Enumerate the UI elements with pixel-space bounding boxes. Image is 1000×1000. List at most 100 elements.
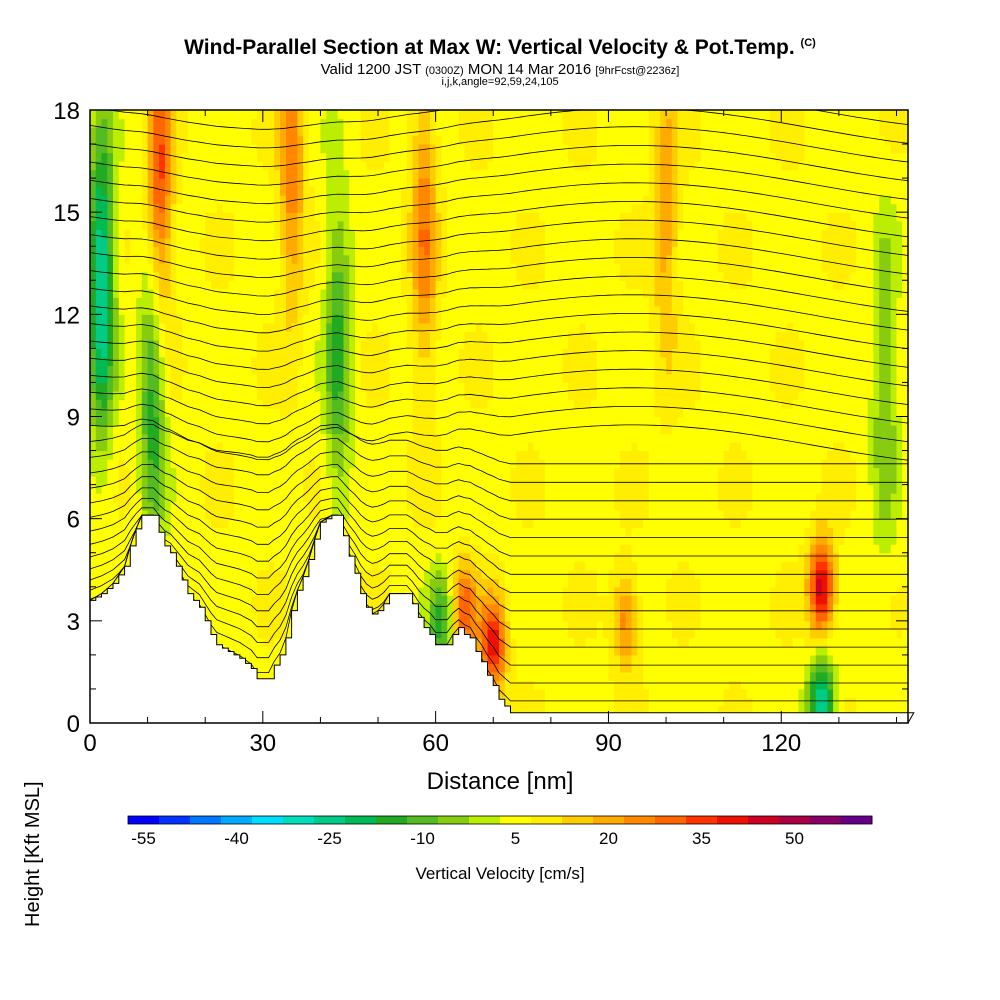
velocity-cell bbox=[193, 518, 201, 528]
velocity-cell bbox=[274, 476, 281, 486]
velocity-cell bbox=[205, 518, 212, 528]
velocity-cell bbox=[441, 127, 448, 137]
velocity-cell bbox=[441, 118, 448, 128]
velocity-cell bbox=[441, 237, 448, 247]
velocity-cell bbox=[297, 408, 304, 418]
velocity-cell bbox=[395, 569, 402, 579]
velocity-cell bbox=[153, 382, 160, 392]
velocity-cell bbox=[211, 212, 218, 222]
velocity-cell bbox=[366, 220, 373, 230]
velocity-cell bbox=[228, 314, 235, 324]
velocity-cell bbox=[476, 220, 483, 230]
velocity-cell bbox=[118, 408, 126, 418]
velocity-cell bbox=[470, 169, 477, 179]
velocity-cell bbox=[372, 314, 379, 324]
velocity-cell bbox=[274, 127, 281, 137]
velocity-cell bbox=[159, 186, 166, 196]
velocity-cell bbox=[268, 518, 275, 528]
velocity-cell bbox=[205, 135, 212, 145]
velocity-cell bbox=[95, 220, 103, 230]
velocity-cell bbox=[113, 322, 120, 332]
velocity-cell bbox=[239, 578, 247, 588]
velocity-cell bbox=[343, 271, 350, 281]
velocity-cell bbox=[285, 237, 293, 247]
velocity-cell bbox=[476, 612, 483, 622]
velocity-cell bbox=[406, 297, 414, 307]
velocity-cell bbox=[481, 382, 489, 392]
velocity-cell bbox=[297, 314, 304, 324]
velocity-cell bbox=[349, 220, 356, 230]
velocity-cell bbox=[435, 322, 442, 332]
velocity-cell bbox=[274, 408, 281, 418]
velocity-cell bbox=[435, 203, 442, 213]
velocity-cell bbox=[182, 408, 189, 418]
velocity-cell bbox=[285, 399, 293, 409]
velocity-cell bbox=[331, 501, 339, 511]
velocity-cell bbox=[412, 263, 419, 273]
velocity-cell bbox=[418, 322, 425, 332]
velocity-cell bbox=[101, 425, 108, 435]
velocity-cell bbox=[308, 178, 316, 188]
velocity-cell bbox=[303, 246, 310, 256]
velocity-cell bbox=[107, 118, 114, 128]
velocity-cell bbox=[95, 373, 103, 383]
velocity-cell bbox=[90, 186, 97, 196]
velocity-cell bbox=[452, 169, 460, 179]
velocity-cell bbox=[130, 425, 137, 435]
velocity-cell bbox=[366, 586, 373, 596]
velocity-cell bbox=[470, 603, 477, 613]
velocity-cell bbox=[164, 450, 172, 460]
velocity-cell bbox=[239, 229, 247, 239]
velocity-cell bbox=[187, 297, 195, 307]
velocity-cell bbox=[308, 229, 316, 239]
velocity-cell bbox=[470, 220, 477, 230]
velocity-cell bbox=[124, 127, 131, 137]
velocity-cell bbox=[251, 161, 258, 171]
velocity-cell bbox=[262, 459, 270, 469]
velocity-cell bbox=[159, 118, 166, 128]
velocity-cell bbox=[476, 161, 483, 171]
velocity-cell bbox=[239, 586, 247, 596]
velocity-cell bbox=[308, 476, 316, 486]
velocity-cell bbox=[395, 476, 402, 486]
velocity-cell bbox=[107, 442, 114, 452]
velocity-cell bbox=[95, 331, 103, 341]
velocity-cell bbox=[349, 237, 356, 247]
velocity-cell bbox=[239, 629, 247, 639]
velocity-cell bbox=[314, 484, 322, 494]
velocity-cell bbox=[401, 416, 408, 426]
velocity-cell bbox=[308, 425, 316, 435]
velocity-cell bbox=[285, 127, 293, 137]
velocity-cell bbox=[326, 178, 333, 188]
velocity-cell bbox=[153, 169, 160, 179]
velocity-cell bbox=[239, 382, 247, 392]
velocity-cell bbox=[101, 118, 108, 128]
velocity-cell bbox=[262, 476, 270, 486]
velocity-cell bbox=[366, 467, 373, 477]
velocity-cell bbox=[360, 322, 368, 332]
velocity-cell bbox=[401, 348, 408, 358]
velocity-cell bbox=[193, 408, 201, 418]
velocity-cell bbox=[274, 365, 281, 375]
velocity-cell bbox=[199, 229, 206, 239]
velocity-cell bbox=[222, 220, 229, 230]
velocity-cell bbox=[429, 569, 437, 579]
velocity-cell bbox=[187, 220, 195, 230]
velocity-cell bbox=[476, 527, 483, 537]
velocity-cell bbox=[153, 297, 160, 307]
velocity-cell bbox=[251, 484, 258, 494]
velocity-cell bbox=[205, 322, 212, 332]
velocity-cell bbox=[429, 629, 437, 639]
velocity-cell bbox=[326, 391, 333, 401]
velocity-cell bbox=[331, 331, 339, 341]
velocity-cell bbox=[418, 501, 425, 511]
velocity-cell bbox=[285, 510, 293, 520]
velocity-cell bbox=[349, 476, 356, 486]
velocity-cell bbox=[211, 493, 218, 503]
velocity-cell bbox=[435, 254, 442, 264]
velocity-cell bbox=[118, 127, 126, 137]
velocity-cell bbox=[147, 501, 154, 511]
velocity-cell bbox=[176, 246, 183, 256]
velocity-cell bbox=[95, 254, 103, 264]
velocity-cell bbox=[280, 518, 287, 528]
